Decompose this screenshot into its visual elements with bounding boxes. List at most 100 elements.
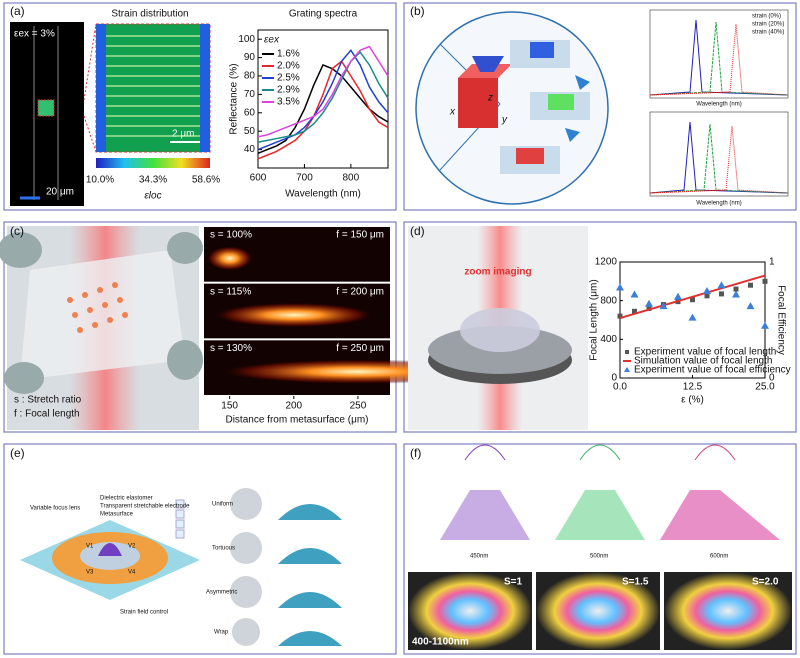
point [645,299,653,307]
panel-label: (e) [10,446,25,460]
point [703,287,711,294]
scale-label: S=2.0 [752,577,779,588]
legend-entry: strain (20%) [752,22,784,28]
colorbar-tick: 10.0% [86,175,114,186]
point [617,313,623,319]
annotation: Strain field control [120,610,168,616]
focal-label: f = 200 μm [336,286,384,297]
y-tick-label: 0 [769,373,775,384]
focal-label: f = 150 μm [336,230,384,241]
x-tick-label: 12.5 [683,382,703,393]
wavelength: 450nm [470,554,488,560]
colorbar-tick: 58.6% [192,175,220,186]
scale-label: S=1.5 [622,577,649,588]
series-line [257,60,389,160]
legend-swatch [624,367,630,372]
y-tick-label: 0 [611,373,617,384]
legend-entry: strain (40%) [752,30,784,36]
panel-label: (f) [410,446,421,460]
panel-b: (b) strain (0%) strain (20%) strain (40%… [410,4,789,207]
axis-name: x [449,107,456,118]
profile: Wrap [214,630,229,636]
scale-label: S=1 [504,577,523,588]
y-tick-label: 70 [244,89,256,100]
stretch-label: s = 130% [210,343,252,354]
x-tick-label: 250 [350,401,367,412]
point [719,291,724,297]
voltage: V3 [86,570,94,576]
x-axis-label: Wavelength (nm) [285,189,361,200]
point [690,297,695,303]
point [632,308,637,314]
x-tick-label: 25.0 [755,382,775,393]
point [616,283,624,291]
strain-label: εex = 3% [14,29,55,40]
series-line [257,45,389,138]
panel-label: (a) [10,4,25,18]
y-tick-label: 50 [244,126,256,137]
point [717,281,726,289]
panel-frames [3,2,797,655]
y-tick-label: 1200 [595,257,618,268]
series-line [257,50,389,143]
point [762,278,768,284]
voltage: V1 [86,544,94,550]
colorbar-label: εloc [144,191,161,202]
legend-entry: Experiment value of focal length [634,347,776,358]
point [704,293,710,299]
point [646,305,652,311]
chart-grating: 40 50 60 70 80 90 100 600 700 800 Grating spectra W… [229,9,389,200]
annotation: Metasurface [100,512,134,518]
series-line [257,64,389,154]
x-tick-label: 800 [343,173,360,184]
point [674,292,682,300]
panel-label: (b) [410,4,425,18]
y-axis-label: Reflectance (%) [229,63,240,134]
point [732,290,740,298]
legend-entry: Experiment value of focal efficiency [634,365,791,376]
legend-entry: strain (0%) [752,14,781,20]
profile: Uniform [212,502,233,508]
legend-entry: 2.9% [277,85,300,96]
panel-d: (d) zoom imaging [408,224,588,430]
panel-label: (c) [10,224,24,238]
stretch-label: s = 115% [210,286,251,297]
x-tick-label: 600 [250,173,267,184]
y-tick-label: 100 [238,34,255,45]
panel-a: (a) Strain distribution εex = 3% 20 μm 2… [10,4,220,206]
legend-entry: Simulation value of focal length [634,356,772,367]
point [630,290,639,298]
legend-entry: 1.6% [277,49,300,60]
series-line [619,274,766,320]
subtitle: Strain distribution [111,9,188,20]
voltage: V4 [128,570,136,576]
stretch-label: s = 100% [210,230,252,241]
panel-c: (c) s : Stretch ratio f : Focal length s… [0,224,497,430]
scale-bar: 20 μm [46,187,74,198]
wavelength: 500nm [590,554,608,560]
chart-title: Grating spectra [289,9,358,20]
band-label: 400-1100nm [412,637,469,648]
axis-name: y [501,115,508,126]
axis-name: z [487,93,493,104]
x-axis-label: Wavelength (nm) [696,201,741,207]
y-tick-label: 1 [769,257,775,268]
point [748,282,753,288]
panel-label: (d) [410,224,425,238]
legend-entry: s : Stretch ratio [14,395,82,406]
point [688,313,697,321]
x-tick-label: 200 [285,401,302,412]
x-axis-label: Wavelength (nm) [696,102,741,108]
point [746,302,755,310]
annotation: Variable focus lens [30,506,80,512]
voltage: V2 [128,544,136,550]
annotation: Dielectric elastomer [100,496,153,502]
profile: Tortuous [212,546,235,552]
y2-axis-label: Focal Efficiency [775,285,786,355]
x-axis-label: ε (%) [681,395,704,406]
y-tick-label: 40 [244,144,256,155]
x-tick-label: 0.0 [613,382,627,393]
point [733,286,739,292]
